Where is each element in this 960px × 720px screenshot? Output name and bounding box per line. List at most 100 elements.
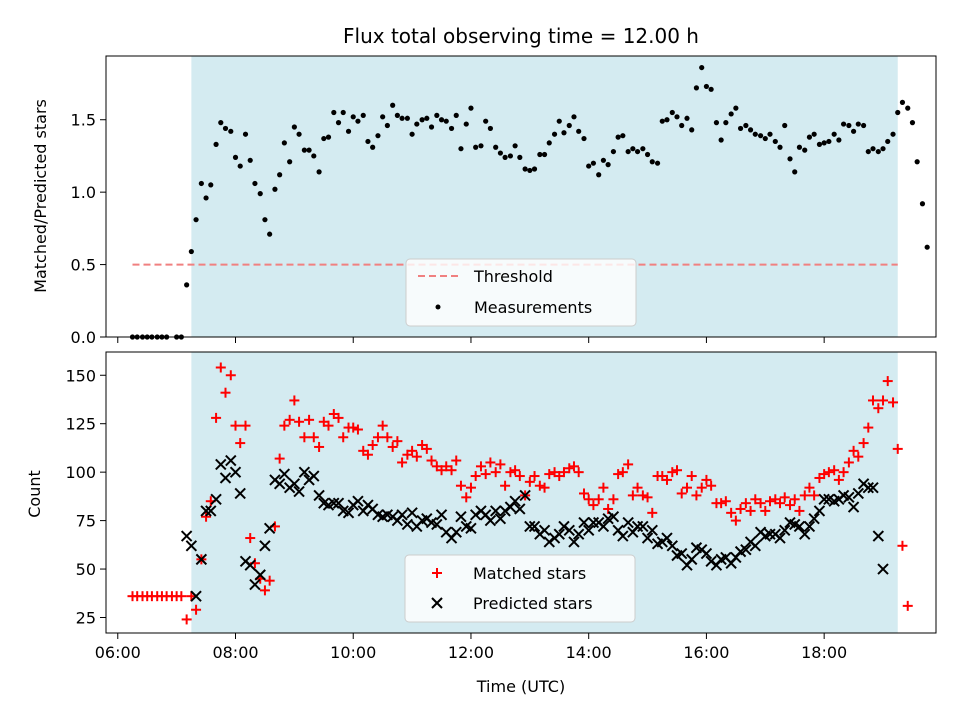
x-tick-label: 06:00 — [95, 643, 141, 662]
legend-predicted-label: Predicted stars — [473, 594, 593, 613]
predicted-point — [195, 553, 208, 566]
matched-point — [446, 465, 457, 476]
measurement-point — [487, 125, 493, 132]
measurement-point — [237, 163, 243, 169]
matched-point — [588, 500, 599, 511]
measurement-point — [914, 159, 920, 165]
measurement-point — [737, 125, 744, 132]
measurement-point — [458, 146, 464, 152]
predicted-point — [553, 528, 565, 540]
predicted-point — [190, 590, 202, 602]
measurement-point — [443, 118, 449, 124]
matched-point — [284, 414, 295, 425]
legend-measurement-marker — [435, 304, 441, 310]
predicted-point — [803, 520, 816, 533]
measurement-point — [654, 160, 661, 166]
measurement-point — [325, 134, 332, 140]
matched-point — [314, 441, 325, 452]
predicted-point — [249, 578, 261, 591]
predicted-point — [469, 509, 482, 521]
measurement-point — [693, 85, 700, 91]
matched-point — [441, 461, 452, 472]
matched-point — [475, 461, 486, 472]
measurement-point — [438, 117, 445, 123]
series-matched-stars — [127, 362, 913, 625]
predicted-point — [700, 547, 713, 560]
y-axis-label-bottom: Count — [25, 470, 44, 518]
matched-point — [740, 498, 751, 509]
predicted-point — [852, 487, 865, 500]
measurement-point — [306, 147, 312, 153]
measurement-point — [556, 118, 562, 124]
measurement-point — [331, 109, 337, 116]
predicted-point — [641, 532, 654, 544]
measurement-point — [448, 125, 455, 132]
measurement-point — [561, 130, 567, 136]
legend-threshold-label: Threshold — [473, 267, 553, 286]
measurement-point — [208, 182, 214, 188]
matched-point — [838, 467, 849, 478]
matched-point — [735, 503, 746, 514]
predicted-point — [563, 524, 575, 536]
measurement-point — [428, 124, 435, 130]
matched-point — [451, 455, 462, 466]
matched-point — [720, 496, 731, 507]
predicted-point — [225, 454, 237, 467]
measurement-point — [787, 156, 793, 162]
matched-point — [593, 494, 604, 505]
predicted-point — [406, 507, 418, 519]
y-tick-label: 50 — [76, 560, 96, 579]
predicted-point — [578, 516, 590, 529]
y-tick-label: 125 — [65, 415, 96, 434]
matched-point — [240, 420, 251, 431]
measurement-point — [311, 153, 317, 159]
measurement-point — [517, 154, 523, 160]
measurement-point — [630, 146, 636, 152]
predicted-point — [259, 540, 271, 552]
matched-point — [407, 445, 418, 456]
measurement-point — [669, 109, 675, 116]
matched-point — [465, 482, 476, 493]
matched-point — [775, 498, 786, 509]
matched-point — [539, 482, 550, 493]
matched-point — [809, 490, 820, 501]
predicted-point — [293, 485, 305, 498]
matched-point — [819, 469, 830, 480]
predicted-point — [524, 520, 536, 533]
predicted-point — [617, 530, 629, 542]
measurement-point — [581, 135, 587, 142]
measurement-point — [424, 115, 430, 121]
predicted-point — [278, 468, 291, 480]
measurement-point — [644, 151, 651, 158]
axes-frame — [105, 351, 937, 634]
matched-point — [558, 467, 569, 478]
matched-point — [191, 604, 202, 615]
measurement-point — [340, 109, 346, 116]
matched-point — [676, 488, 687, 499]
matched-point — [455, 480, 466, 491]
predicted-point — [675, 547, 688, 560]
matched-point — [745, 505, 756, 516]
measurement-point — [777, 144, 783, 150]
matched-point — [387, 441, 398, 452]
series-predicted-stars — [180, 454, 889, 602]
measurement-point — [840, 121, 847, 127]
measurement-point — [242, 131, 249, 137]
matched-point — [352, 424, 363, 435]
predicted-point — [519, 489, 531, 502]
predicted-point — [401, 518, 414, 531]
matched-point — [897, 540, 908, 551]
x-tick-label: 12:00 — [448, 643, 494, 662]
measurement-point — [806, 134, 813, 140]
matched-point — [892, 443, 903, 454]
measurement-point — [345, 128, 352, 134]
measurement-point — [478, 143, 484, 149]
measurement-point — [537, 151, 543, 158]
predicted-point — [450, 526, 462, 538]
matched-point — [623, 459, 634, 470]
matched-point — [289, 395, 300, 406]
predicted-point — [514, 503, 526, 515]
predicted-point — [489, 505, 502, 517]
predicted-point — [509, 495, 521, 507]
predicted-point — [568, 536, 580, 548]
